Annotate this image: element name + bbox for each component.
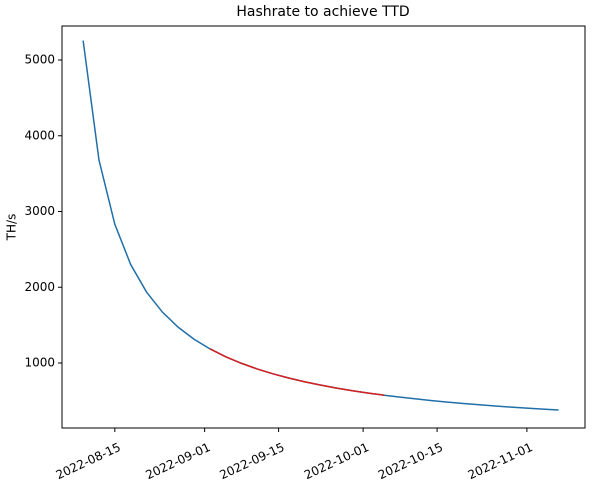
chart-title: Hashrate to achieve TTD [236, 4, 409, 20]
data-line [82, 40, 559, 411]
x-tick-label: 2022-11-01 [466, 440, 535, 482]
x-tick-label: 2022-08-15 [54, 440, 123, 482]
y-axis-label: TH/s [5, 214, 19, 242]
x-tick-label: 2022-10-15 [376, 440, 445, 482]
y-tick-label: 2000 [24, 280, 55, 294]
x-tick-label: 2022-10-01 [302, 440, 371, 482]
y-tick-label: 5000 [24, 53, 55, 67]
y-tick-label: 3000 [24, 204, 55, 218]
y-tick-label: 4000 [24, 128, 55, 142]
data-line [209, 348, 385, 396]
plot-frame [61, 25, 586, 429]
y-tick-label: 1000 [24, 356, 55, 370]
x-tick-label: 2022-09-15 [217, 440, 286, 482]
x-tick-label: 2022-09-01 [143, 440, 212, 482]
